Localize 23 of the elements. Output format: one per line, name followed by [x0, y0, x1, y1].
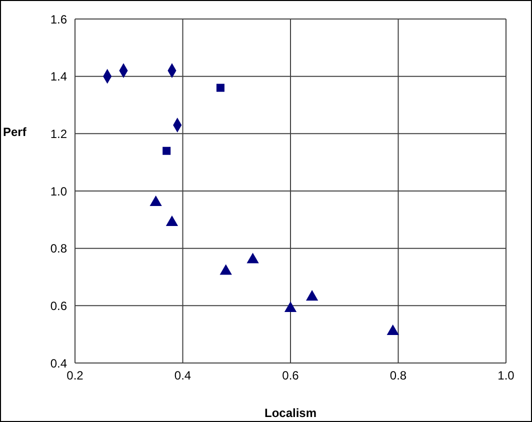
- point: [220, 264, 232, 275]
- x-tick-label: 1.0: [498, 368, 515, 383]
- x-tick-label: 0.8: [390, 368, 407, 383]
- point: [150, 195, 162, 206]
- point: [306, 290, 318, 301]
- point: [284, 302, 297, 312]
- x-tick-label: 0.6: [282, 368, 300, 383]
- x-axis-title: Localism: [264, 406, 317, 420]
- y-tick-label: 0.8: [50, 242, 68, 256]
- x-tick-label: 0.4: [174, 368, 192, 383]
- y-tick-label: 1.6: [50, 12, 68, 26]
- y-tick-label: 1.2: [50, 126, 68, 141]
- y-axis-title: Perf: [3, 124, 28, 139]
- point: [162, 146, 171, 155]
- point: [166, 216, 178, 226]
- y-tick-label: 0.6: [50, 298, 68, 313]
- x-tick-label: 0.2: [66, 368, 84, 383]
- y-tick-label: 1.0: [50, 184, 68, 198]
- y-tick-label: 1.4: [50, 70, 68, 84]
- point: [246, 252, 259, 264]
- point: [386, 324, 399, 335]
- point: [216, 84, 224, 92]
- y-tick-label: 0.4: [50, 356, 68, 370]
